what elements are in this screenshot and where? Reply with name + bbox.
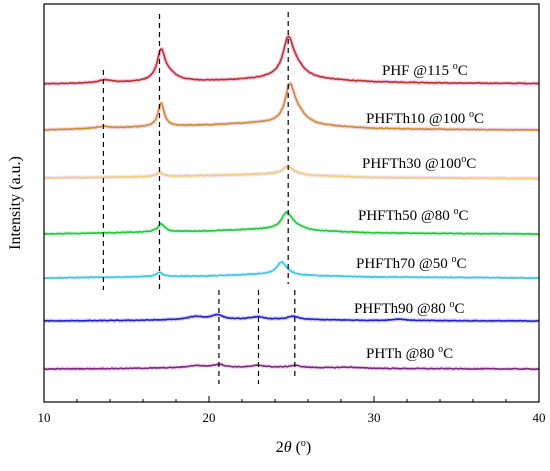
reference-lines-layer: [102, 12, 296, 384]
series-line-2: [43, 165, 540, 180]
series-label-5: PHFTh90 @80 oC: [354, 299, 465, 317]
x-tick-label-2: 30: [368, 410, 381, 425]
series-line-4: [43, 261, 540, 280]
series-line-0: [43, 35, 540, 85]
y-axis-label: Intensity (a.u.): [7, 156, 24, 250]
axes-layer: 10 20 30 40 2θ (o) Intensity (a.u.): [7, 3, 546, 456]
series-label-0: PHF @115 oC: [382, 61, 468, 79]
x-tick-label-1: 20: [203, 410, 216, 425]
series-line-5: [43, 313, 539, 323]
series-line-1: [43, 82, 540, 131]
x-axis-label: 2θ (o): [276, 438, 312, 456]
x-tick-label-3: 40: [533, 410, 546, 425]
curves-layer: [43, 34, 540, 372]
plot-frame: [43, 3, 540, 403]
series-label-3: PHFTh50 @80 oC: [358, 206, 469, 224]
curve-labels-layer: PHF @115 oC PHFTh10 @100 oC PHFTh30 @100oC…: [354, 61, 484, 362]
series-line-3: [43, 211, 540, 236]
series-line-6: [44, 363, 540, 371]
series-label-4: PHFTh70 @50 oC: [356, 254, 467, 272]
series-label-6: PHTh @80 oC: [366, 344, 453, 362]
series-label-2: PHFTh30 @100oC: [362, 154, 476, 172]
x-tick-label-0: 10: [38, 410, 51, 425]
series-label-1: PHFTh10 @100 oC: [366, 109, 484, 127]
